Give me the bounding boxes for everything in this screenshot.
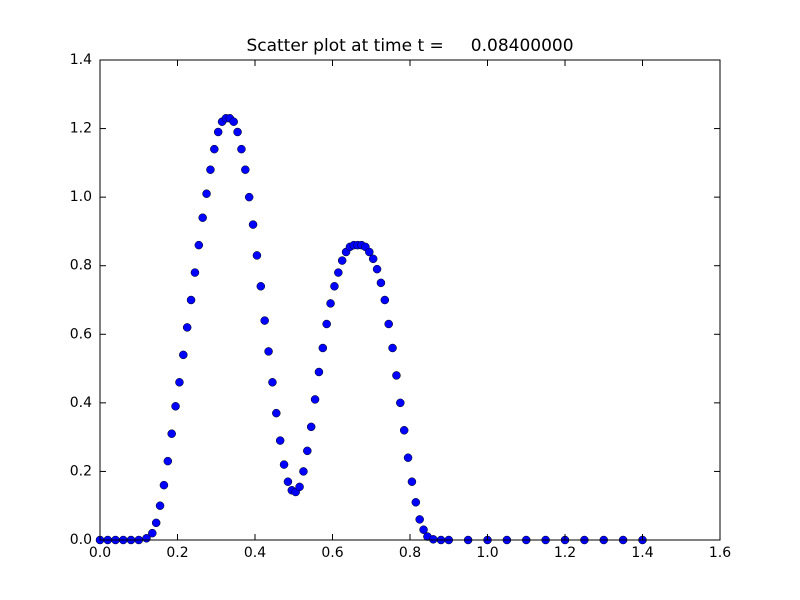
scatter-point — [275, 436, 285, 445]
scatter-point — [256, 282, 266, 291]
scatter-point — [299, 467, 308, 476]
x-tick-label: 1.4 — [631, 545, 653, 561]
scatter-point — [155, 501, 165, 510]
scatter-point — [252, 251, 262, 260]
scatter-point — [337, 256, 347, 265]
scatter-point — [407, 477, 417, 486]
y-tick-label: 1.0 — [70, 189, 92, 205]
scatter-point — [380, 295, 390, 305]
scatter-point — [237, 144, 246, 154]
scatter-point — [202, 189, 211, 198]
x-tick-label: 1.0 — [476, 545, 498, 561]
scatter-point — [167, 429, 176, 438]
scatter-point — [399, 426, 409, 435]
scatter-point — [186, 295, 196, 305]
scatter-point — [303, 446, 312, 456]
scatter-point — [264, 347, 273, 356]
scatter-point — [396, 398, 405, 408]
scatter-point — [330, 282, 339, 291]
scatter-point — [229, 117, 238, 126]
x-tick-label: 0.2 — [166, 545, 188, 561]
y-tick-label: 0.8 — [70, 258, 92, 274]
scatter-point — [179, 350, 188, 360]
scatter-point — [403, 453, 413, 462]
scatter-point — [368, 254, 378, 264]
y-tick-label: 1.4 — [70, 52, 92, 68]
y-tick-label: 1.2 — [70, 121, 92, 137]
scatter-point — [159, 480, 169, 490]
scatter-point — [429, 535, 438, 544]
x-tick-label: 1.6 — [709, 545, 731, 561]
scatter-point — [241, 165, 250, 174]
y-tick-label: 0.6 — [70, 326, 92, 342]
scatter-point — [283, 477, 293, 486]
scatter-point — [411, 498, 421, 507]
scatter-point — [163, 456, 173, 466]
scatter-point — [376, 278, 386, 288]
scatter-point — [322, 319, 331, 329]
scatter-point — [210, 144, 219, 154]
scatter-point — [314, 367, 324, 377]
scatter-point — [415, 515, 424, 524]
scatter-point — [233, 127, 242, 137]
scatter-point — [194, 240, 204, 250]
scatter-point — [182, 323, 192, 332]
scatter-point — [310, 395, 320, 404]
scatter-point — [175, 378, 184, 387]
scatter-point — [306, 422, 316, 432]
scatter-point — [384, 319, 393, 329]
x-tick-label: 1.2 — [554, 545, 576, 561]
scatter-point — [372, 264, 382, 274]
scatter-point — [213, 127, 223, 137]
scatter-point — [206, 165, 215, 174]
scatter-point — [318, 343, 328, 353]
y-tick-label: 0.2 — [70, 463, 92, 479]
scatter-point — [272, 408, 281, 418]
scatter-point — [268, 378, 277, 387]
scatter-point — [388, 343, 397, 353]
scatter-point — [244, 192, 254, 202]
scatter-point — [279, 460, 289, 469]
scatter-point — [392, 371, 401, 380]
scatter-point — [260, 316, 269, 325]
y-tick-label: 0.0 — [70, 532, 92, 548]
scatter-point — [198, 213, 207, 222]
x-tick-label: 0.6 — [321, 545, 343, 561]
scatter-point — [148, 528, 157, 538]
x-tick-label: 0.0 — [89, 545, 111, 561]
scatter-point — [419, 525, 428, 534]
scatter-point — [171, 402, 180, 411]
scatter-point — [190, 268, 200, 277]
scatter-point — [151, 518, 161, 528]
chart-title: Scatter plot at time t = 0.08400000 — [246, 36, 573, 56]
x-tick-label: 0.4 — [244, 545, 266, 561]
scatter-point — [365, 247, 374, 257]
scatter-point — [295, 482, 304, 492]
scatter-point — [326, 299, 335, 308]
scatter-point — [334, 268, 343, 277]
scatter-point — [248, 220, 258, 229]
x-tick-label: 0.8 — [399, 545, 421, 561]
y-tick-label: 0.4 — [70, 395, 92, 411]
